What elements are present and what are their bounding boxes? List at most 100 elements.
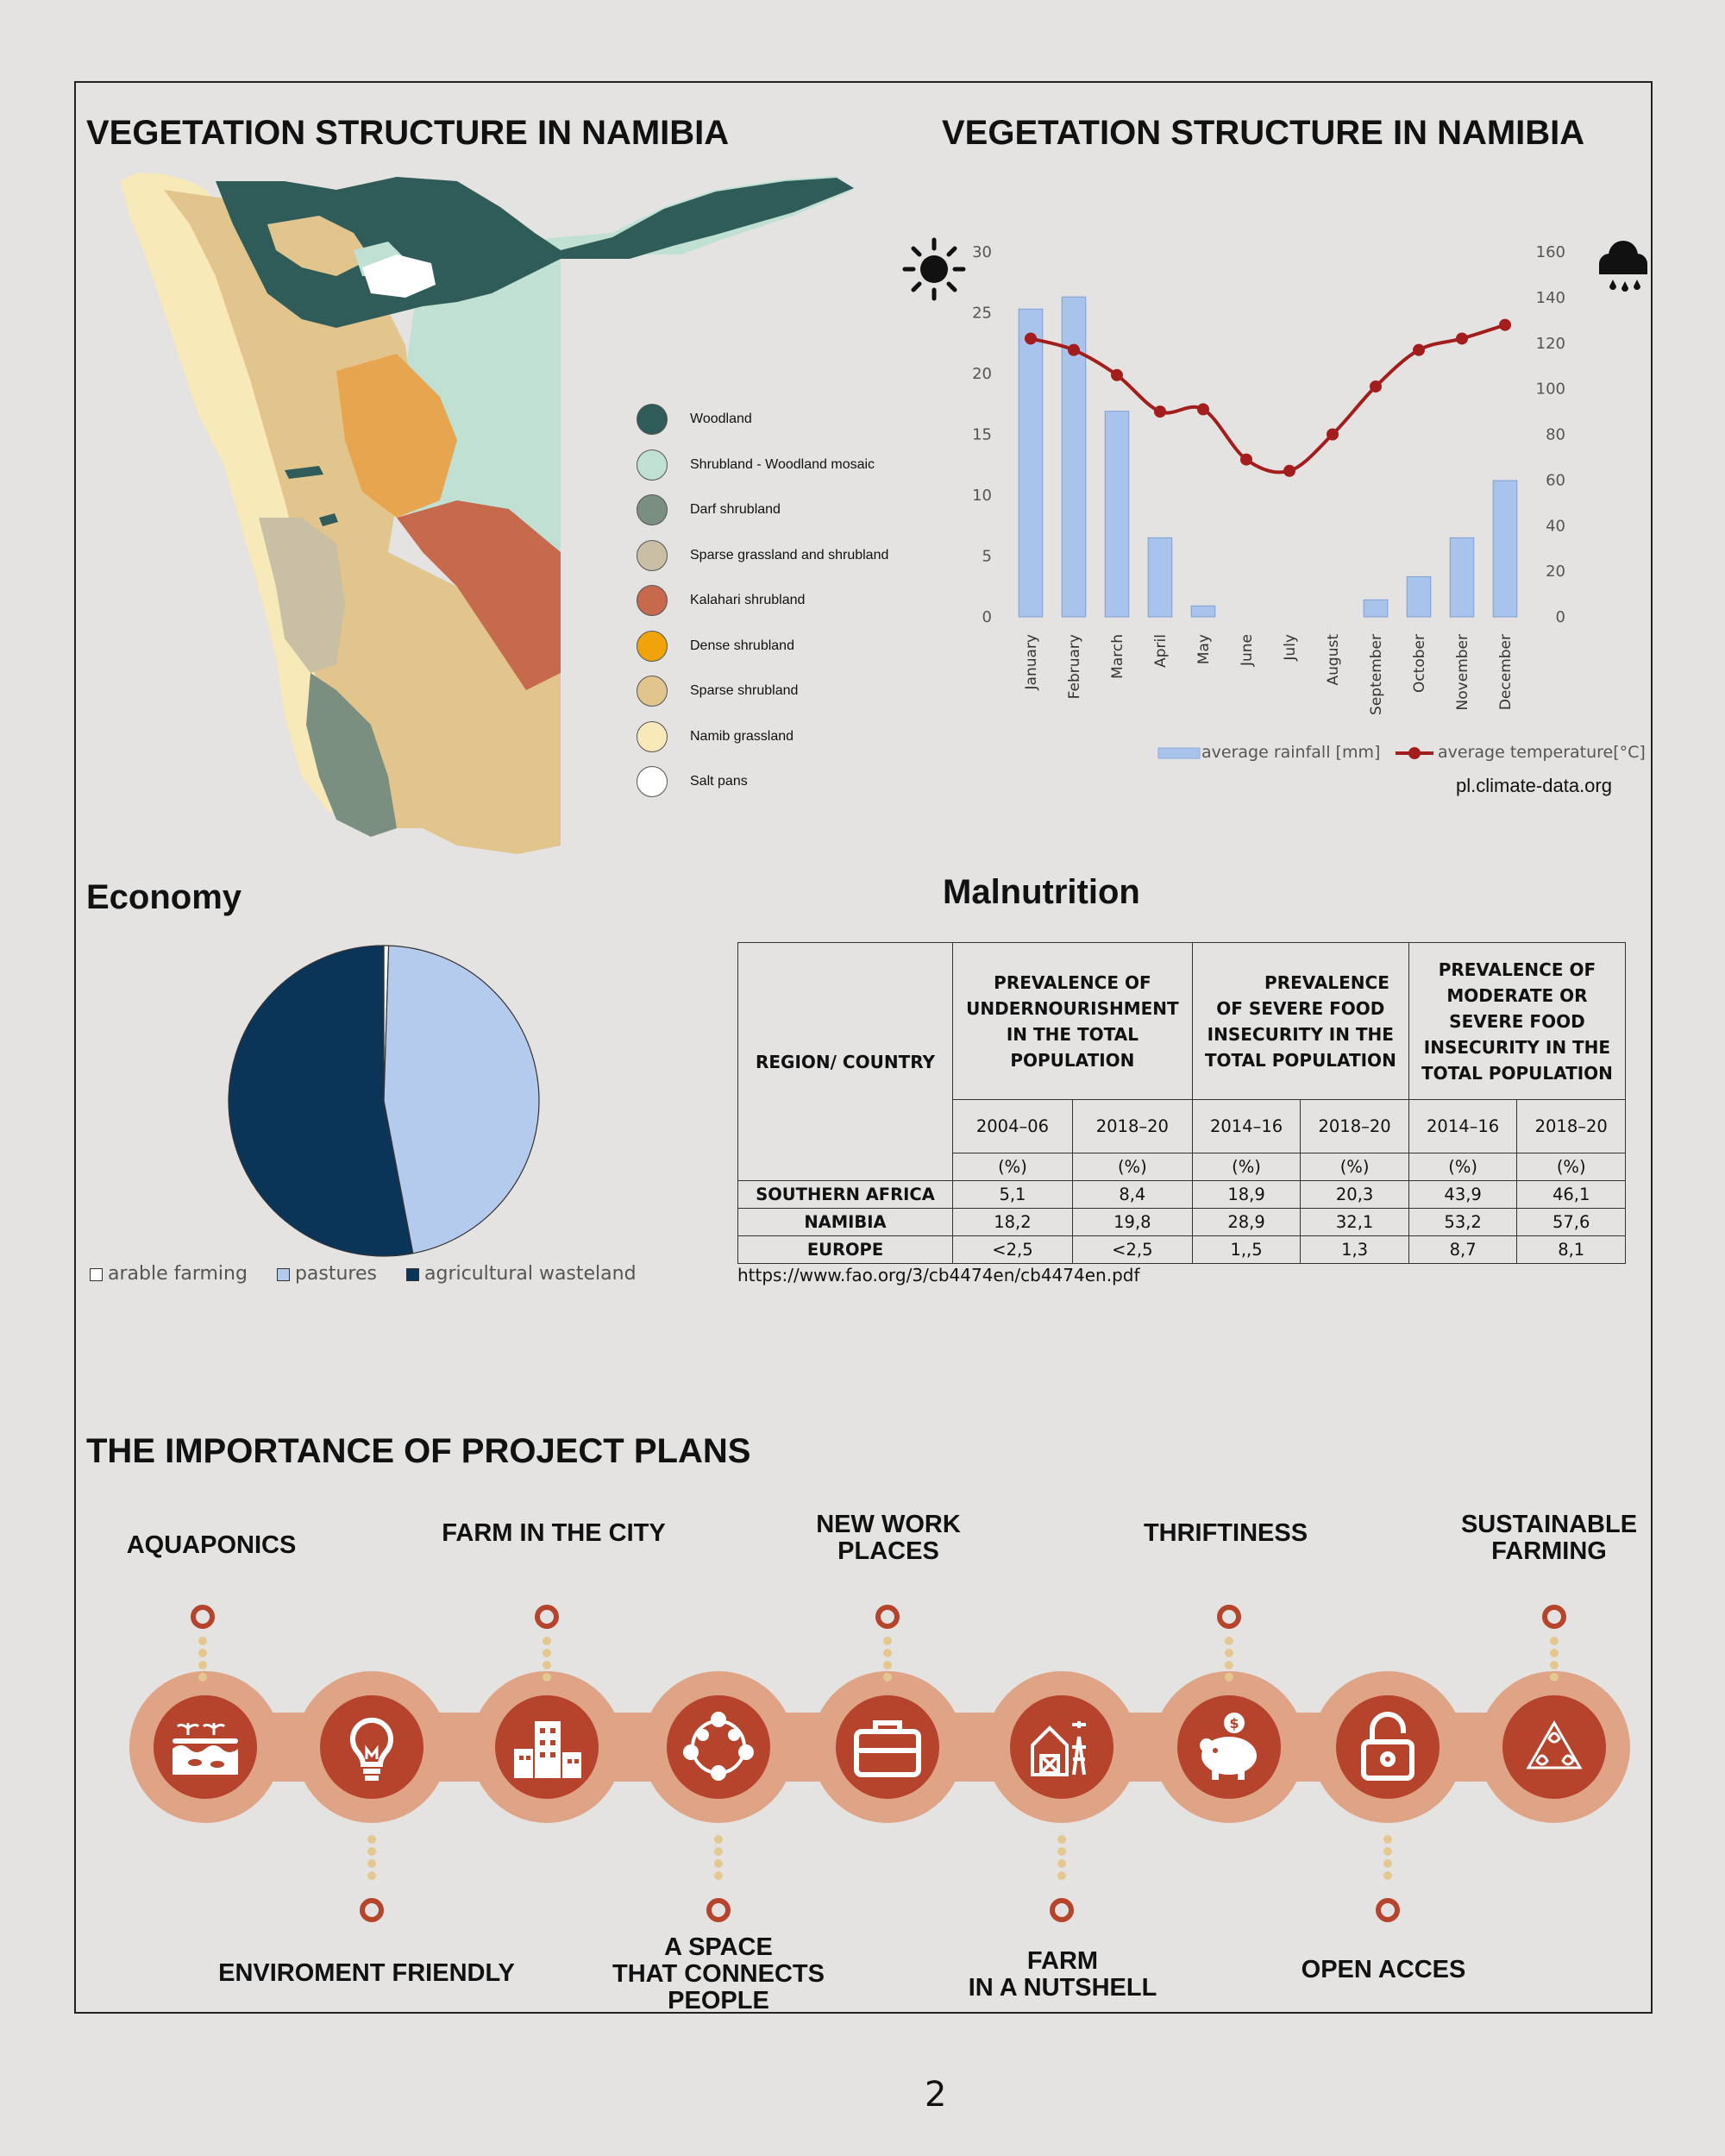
temperature-point bbox=[1413, 343, 1425, 356]
timeline-inner-circle bbox=[1336, 1695, 1440, 1799]
plan-label-environment-friendly: ENVIROMENT FRIENDLY bbox=[218, 1959, 515, 1987]
legend-label: Woodland bbox=[690, 412, 752, 427]
connector-dot bbox=[198, 1661, 207, 1669]
plan-label-farm-in-the-city: FARM IN THE CITY bbox=[442, 1519, 666, 1547]
value-cell: 18,2 bbox=[952, 1208, 1073, 1236]
connector-dot bbox=[714, 1835, 723, 1844]
value-cell: 18,9 bbox=[1191, 1180, 1302, 1209]
x-tick-label: February bbox=[1066, 634, 1083, 699]
climate-title: VEGETATION STRUCTURE IN NAMIBIA bbox=[942, 114, 1585, 152]
legend-item: Shrubland - Woodland mosaic bbox=[637, 443, 888, 488]
unit-cell: (%) bbox=[1408, 1153, 1518, 1181]
connector-dot bbox=[1383, 1871, 1392, 1880]
connector-bottom bbox=[360, 1898, 384, 1922]
value-cell: 20,3 bbox=[1300, 1180, 1409, 1209]
map-sparse-grassland bbox=[259, 518, 345, 673]
right-tick-label: 0 bbox=[1556, 608, 1565, 626]
value-cell: 43,9 bbox=[1408, 1180, 1518, 1209]
plan-label-thriftiness: THRIFTINESS bbox=[1143, 1519, 1308, 1547]
malnutrition-title: Malnutrition bbox=[943, 873, 1140, 911]
briefcase-icon bbox=[854, 1720, 921, 1777]
pie-legend: arable farming pastures agricultural was… bbox=[90, 1263, 637, 1285]
legend-item: Sparse grassland and shrubland bbox=[637, 533, 888, 579]
economy-pie-chart bbox=[228, 945, 540, 1257]
right-tick-label: 60 bbox=[1546, 471, 1565, 489]
legend-label: Sparse grassland and shrubland bbox=[690, 547, 889, 563]
value-cell: 8,7 bbox=[1408, 1235, 1518, 1264]
connector-dot bbox=[1550, 1661, 1559, 1669]
period-cell: 2018–20 bbox=[1300, 1099, 1409, 1153]
connector-dot bbox=[1550, 1637, 1559, 1645]
value-cell: 28,9 bbox=[1191, 1208, 1302, 1236]
connector-dot bbox=[883, 1637, 892, 1645]
rainfall-bars bbox=[1018, 296, 1518, 618]
region-cell: NAMIBIA bbox=[737, 1208, 953, 1236]
barn-icon bbox=[1031, 1721, 1086, 1776]
map-kalahari-shrubland bbox=[397, 500, 561, 690]
legend-item: Salt pans bbox=[637, 759, 888, 805]
connector-dot bbox=[714, 1859, 723, 1868]
chart-legend: average rainfall [mm] average temperatur… bbox=[1157, 743, 1646, 762]
x-tick-label: August bbox=[1325, 634, 1342, 686]
x-tick-label: September bbox=[1368, 634, 1385, 715]
connector-dot bbox=[1057, 1847, 1066, 1856]
unit-cell: (%) bbox=[1516, 1153, 1626, 1181]
value-cell: <2,5 bbox=[1071, 1235, 1193, 1264]
group-header-moderate-severe: PREVALENCE OF MODERATE OR SEVERE FOOD INSEC… bbox=[1408, 942, 1627, 1100]
connector-dot bbox=[1383, 1847, 1392, 1856]
legend-swatch bbox=[637, 404, 668, 436]
temperature-point bbox=[1068, 343, 1080, 356]
climate-source: pl.climate-data.org bbox=[1456, 775, 1612, 796]
connector-dot bbox=[198, 1637, 207, 1645]
right-tick-label: 120 bbox=[1536, 335, 1565, 353]
map-darf-shrubland bbox=[306, 673, 397, 837]
value-cell: <2,5 bbox=[952, 1235, 1073, 1264]
legend-item: Woodland bbox=[637, 397, 888, 443]
svg-text:$: $ bbox=[1229, 1715, 1239, 1732]
x-tick-label: March bbox=[1109, 634, 1126, 679]
connector-dot bbox=[1550, 1649, 1559, 1657]
left-tick-label: 20 bbox=[972, 365, 992, 383]
connector-top bbox=[1542, 1605, 1566, 1629]
table-row: NAMIBIA 18,2 19,8 28,9 32,1 53,2 57,6 bbox=[737, 1208, 1626, 1236]
legend-item: Darf shrubland bbox=[637, 487, 888, 533]
pie-legend-label: pastures bbox=[294, 1263, 377, 1285]
connector-dot bbox=[543, 1661, 551, 1669]
connector-bottom bbox=[1376, 1898, 1400, 1922]
fao-source-link[interactable]: https://www.fao.org/3/cb4474en/cb4474en.… bbox=[737, 1265, 1140, 1285]
plan-label-new-work-places: NEW WORK PLACES bbox=[816, 1511, 961, 1565]
temperature-line bbox=[1025, 318, 1511, 477]
unit-cell: (%) bbox=[1071, 1153, 1193, 1181]
temperature-point bbox=[1283, 464, 1295, 477]
left-tick-label: 10 bbox=[972, 487, 992, 505]
legend-temperature: average temperature[°C] bbox=[1438, 743, 1646, 762]
x-tick-label: December bbox=[1497, 634, 1515, 710]
plan-label-open-acces: OPEN ACCES bbox=[1301, 1956, 1466, 1983]
timeline-inner-circle bbox=[1010, 1695, 1113, 1799]
pie-legend-item: pastures bbox=[276, 1263, 377, 1285]
aquaponics-icon bbox=[172, 1723, 238, 1775]
map-salt-pans bbox=[362, 255, 436, 298]
temperature-point bbox=[1456, 332, 1468, 345]
period-cell: 2014–16 bbox=[1408, 1099, 1518, 1153]
value-cell: 1,3 bbox=[1300, 1235, 1409, 1264]
connector-bottom bbox=[1050, 1898, 1074, 1922]
group-header-severe: PREVALENCE OF SEVERE FOOD INSECURITY IN TH… bbox=[1191, 942, 1409, 1100]
connector-dot bbox=[1057, 1835, 1066, 1844]
padlock-icon bbox=[1361, 1712, 1414, 1781]
right-tick-label: 40 bbox=[1546, 517, 1565, 535]
timeline-inner-circle bbox=[1502, 1695, 1606, 1799]
left-tick-label: 0 bbox=[982, 608, 992, 626]
legend-swatch bbox=[637, 630, 668, 662]
x-tick-label: November bbox=[1454, 634, 1471, 710]
connector-dot bbox=[714, 1871, 723, 1880]
plan-label-farm-in-a-nutshell: FARM IN A NUTSHELL bbox=[968, 1947, 1157, 2002]
legend-swatch bbox=[637, 449, 668, 481]
value-cell: 5,1 bbox=[952, 1180, 1073, 1209]
left-tick-label: 5 bbox=[982, 548, 992, 566]
connector-dot bbox=[1383, 1859, 1392, 1868]
connector-dot bbox=[1225, 1637, 1233, 1645]
period-cell: 2018–20 bbox=[1071, 1099, 1193, 1153]
rainfall-bar bbox=[1406, 575, 1432, 618]
connector-dot bbox=[367, 1859, 376, 1868]
